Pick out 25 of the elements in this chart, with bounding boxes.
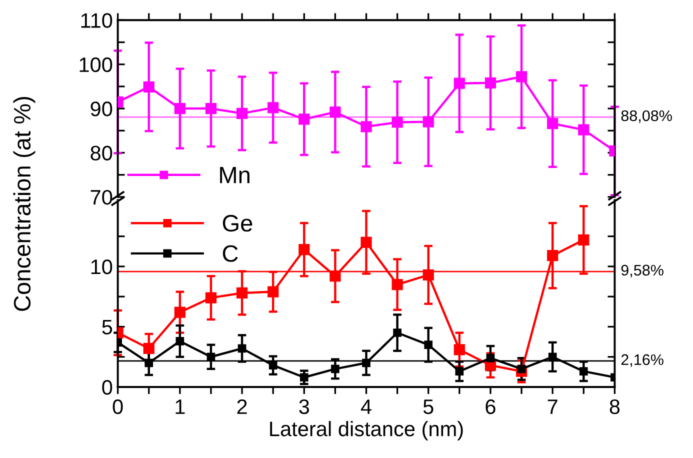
x-tick-label: 7 [548, 400, 558, 414]
legend-label: Ge [222, 214, 252, 232]
x-tick-label: 6 [486, 399, 496, 414]
x-axis-title: Lateral distance (nm) [270, 421, 463, 440]
y-tick-label: 0 [102, 380, 112, 395]
ref-line-label: 9,58% [621, 264, 664, 278]
x-tick-label: 0 [112, 399, 123, 414]
x-tick-label: 4 [360, 400, 372, 414]
x-tick-label: 2 [237, 399, 247, 414]
y-tick-label: 110 [81, 13, 112, 28]
x-tick-label: 1 [176, 400, 185, 414]
ref-line-label: 88,08% [621, 110, 672, 123]
y-tick-label: 5 [102, 320, 112, 334]
ref-line-label: 2,16% [621, 354, 664, 367]
y-tick-label: 70 [90, 190, 112, 205]
x-tick-label: 8 [610, 399, 620, 414]
y-tick-label: 90 [90, 102, 112, 116]
x-tick-label: 3 [299, 399, 310, 414]
legend-label: C [222, 245, 238, 262]
legend-label: Mn [220, 166, 250, 184]
y-tick-label: 100 [80, 57, 112, 72]
x-tick-label: 5 [423, 400, 434, 414]
y-axis-title: Concentration (at %) [13, 97, 36, 311]
y-tick-label: 10 [91, 259, 112, 274]
y-tick-label: 80 [90, 146, 112, 160]
